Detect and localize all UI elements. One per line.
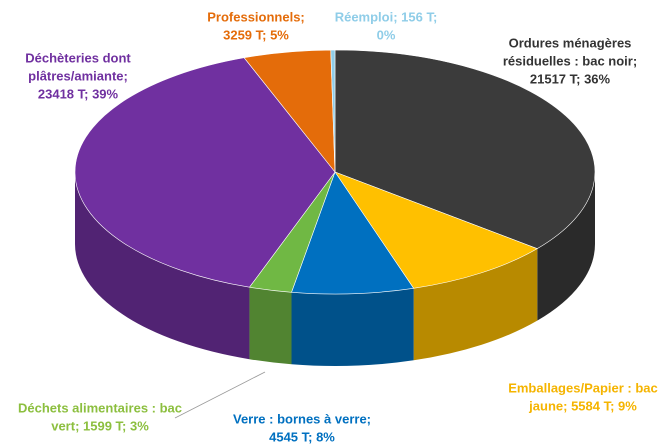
- data-label: 0%: [377, 27, 396, 42]
- data-label: vert; 1599 T; 3%: [51, 418, 149, 433]
- data-label: Réemploi; 156 T;: [335, 9, 438, 24]
- data-label: 21517 T; 36%: [530, 71, 611, 86]
- data-label: Emballages/Papier : bac: [508, 380, 658, 395]
- slice: [334, 49, 596, 249]
- slice: [330, 49, 336, 173]
- data-label: 23418 T; 39%: [38, 86, 119, 101]
- slice-side: [413, 248, 538, 361]
- data-label: Déchets alimentaires : bac: [18, 400, 182, 415]
- slice: [291, 171, 415, 295]
- data-label: Verre : bornes à verre;: [233, 411, 371, 426]
- slice-side: [291, 288, 414, 366]
- data-label: Déchèteries dont: [25, 50, 131, 65]
- slice: [74, 57, 336, 288]
- data-label: plâtres/amiante;: [28, 68, 128, 83]
- slice-side: [75, 172, 250, 360]
- data-label: Professionnels;: [207, 9, 305, 24]
- data-label: jaune; 5584 T; 9%: [528, 398, 637, 413]
- data-label: 3259 T; 5%: [223, 27, 289, 42]
- data-label: 4545 T; 8%: [269, 429, 335, 444]
- slice: [334, 171, 538, 289]
- slice-side: [537, 172, 595, 321]
- data-label: résiduelles : bac noir;: [503, 53, 637, 68]
- data-label: Ordures ménagères: [509, 35, 632, 50]
- leader-line: [174, 371, 266, 419]
- slice-side: [249, 287, 292, 365]
